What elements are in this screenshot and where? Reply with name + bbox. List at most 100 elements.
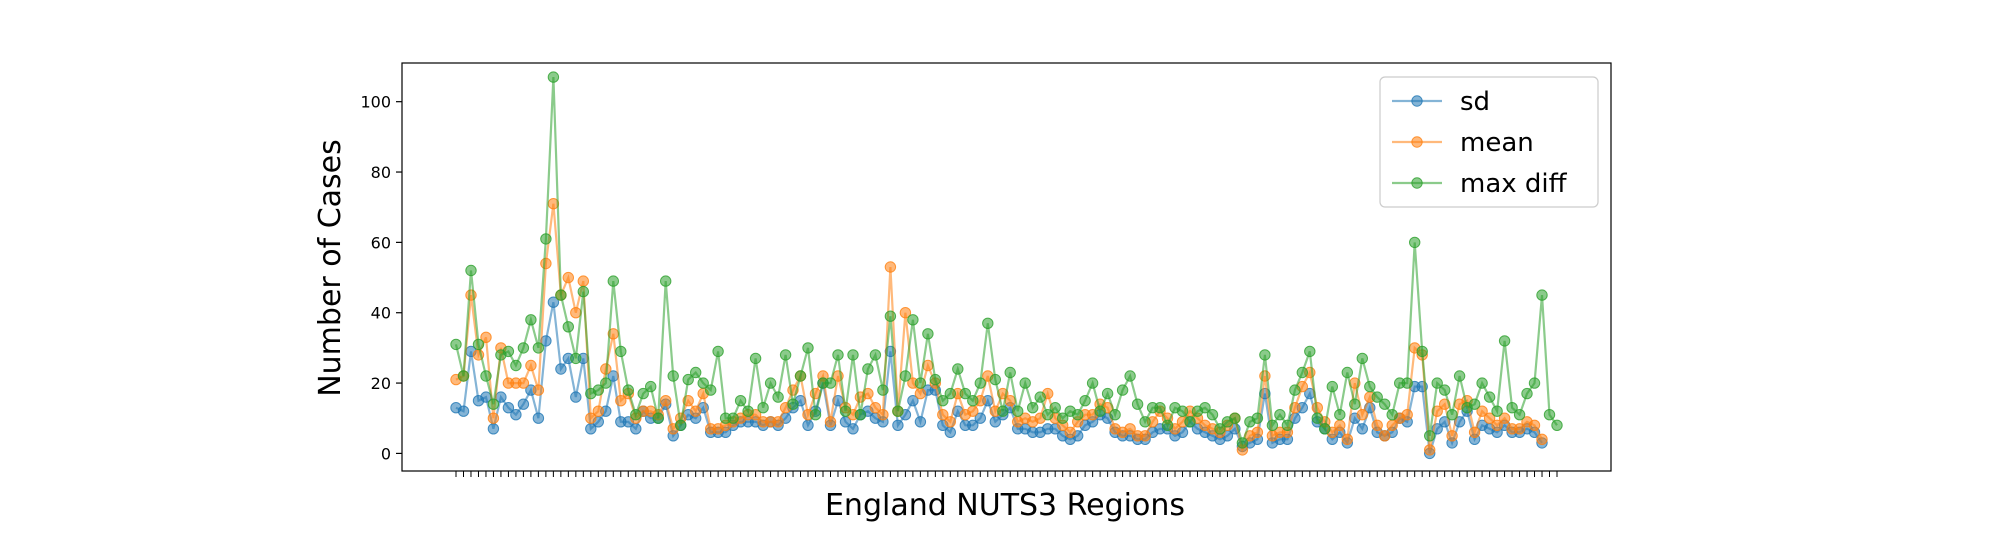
data-point [1319, 423, 1331, 435]
data-point [914, 377, 927, 389]
data-point [1483, 412, 1496, 424]
data-point [899, 370, 912, 382]
data-point [457, 405, 470, 417]
data-point [892, 419, 904, 431]
data-point [877, 409, 889, 421]
data-point [1154, 402, 1166, 414]
data-point [555, 363, 567, 375]
data-point [570, 352, 582, 365]
data-point [772, 391, 784, 403]
data-point [877, 384, 889, 396]
legend-label: sd [1460, 87, 1490, 117]
data-point [562, 271, 574, 284]
data-point [622, 384, 634, 396]
data-point [1446, 430, 1458, 442]
data-point [652, 412, 664, 424]
data-point [1199, 402, 1211, 414]
data-point [884, 310, 897, 322]
data-point [1004, 366, 1016, 379]
data-point [1424, 430, 1436, 442]
data-point [1296, 366, 1309, 379]
data-point [764, 377, 777, 389]
data-point [1491, 419, 1503, 431]
data-point [802, 342, 814, 354]
data-point [510, 409, 522, 421]
data-point [1326, 380, 1339, 393]
data-point [1476, 405, 1488, 417]
data-point [899, 307, 912, 319]
data-point [1124, 370, 1136, 382]
data-point [465, 264, 477, 277]
data-point [675, 419, 687, 431]
data-point [615, 395, 627, 407]
data-point [922, 328, 934, 340]
data-point [487, 412, 500, 424]
data-point [794, 370, 807, 382]
legend-label: mean [1460, 128, 1534, 158]
plot-frame [401, 62, 1612, 472]
data-point [809, 409, 822, 421]
data-point [517, 342, 530, 354]
data-point [690, 405, 702, 417]
data-point [952, 363, 964, 375]
data-point [1116, 384, 1129, 396]
data-point [592, 405, 604, 417]
data-point [607, 275, 619, 287]
data-point [615, 345, 627, 358]
data-point [727, 412, 739, 424]
data-point [869, 349, 882, 361]
data-point [1476, 377, 1488, 389]
data-point [1027, 402, 1039, 414]
data-point [697, 377, 709, 389]
series-max-diff [450, 71, 1563, 449]
data-point [682, 373, 694, 386]
data-point [480, 370, 492, 382]
data-point [802, 419, 814, 431]
data-point [1356, 352, 1369, 365]
data-point [532, 384, 545, 396]
data-point [1491, 405, 1503, 417]
data-point [630, 423, 642, 435]
data-point [824, 377, 837, 389]
data-point [1521, 387, 1533, 400]
data-point [1439, 384, 1451, 396]
data-point [1281, 419, 1294, 431]
data-point [1139, 416, 1151, 428]
data-point [1498, 335, 1511, 347]
data-point [989, 373, 1001, 386]
data-point [757, 402, 769, 414]
data-point [1057, 412, 1069, 424]
data-point [1289, 384, 1301, 396]
data-point [1446, 409, 1458, 421]
data-point [480, 331, 492, 343]
data-point [487, 398, 500, 410]
data-point [712, 345, 724, 358]
data-point [749, 352, 762, 365]
data-point [1139, 430, 1151, 442]
data-point [1259, 349, 1271, 361]
data-point [1012, 405, 1024, 417]
data-point [1214, 423, 1226, 435]
data-point [779, 349, 792, 361]
data-point [1094, 405, 1106, 417]
legend-entry: sd [1392, 87, 1490, 117]
y-tick-label: 60 [371, 233, 391, 252]
data-point [540, 233, 552, 245]
data-point [1364, 380, 1376, 393]
data-point [1266, 419, 1279, 431]
data-point [1536, 289, 1548, 301]
data-point [570, 391, 582, 403]
data-point [967, 419, 979, 431]
data-point [1528, 419, 1541, 431]
data-point [1206, 409, 1219, 421]
data-point [1341, 366, 1354, 379]
data-point [907, 395, 919, 407]
legend-marker [1411, 177, 1423, 189]
data-point [1064, 426, 1076, 438]
data-point [1251, 426, 1264, 438]
data-point [1506, 402, 1518, 414]
y-tick-label: 0 [381, 444, 391, 463]
data-point [1468, 426, 1481, 438]
data-point [937, 409, 949, 421]
